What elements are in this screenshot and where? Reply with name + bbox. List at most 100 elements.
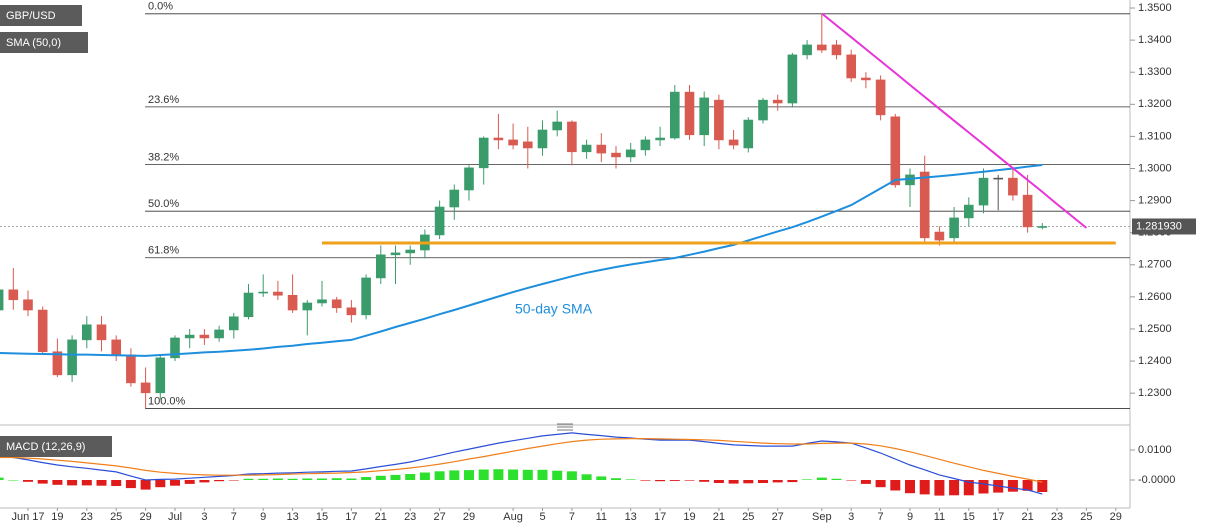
- trend-line: [821, 12, 1088, 229]
- macd-title: MACD (12,26,9): [6, 441, 85, 453]
- histogram-bar: [214, 480, 225, 482]
- x-tick-label: 19: [683, 511, 695, 523]
- histogram-bar: [243, 478, 254, 480]
- candle-body: [816, 44, 827, 51]
- x-tick-label: 17: [992, 511, 1004, 523]
- histogram-bar: [772, 480, 783, 483]
- histogram-bar: [640, 480, 651, 481]
- legend-entry: SMA (50,0): [6, 37, 61, 49]
- candle-body: [596, 144, 607, 154]
- histogram-bar: [272, 478, 283, 480]
- histogram-bar: [8, 480, 19, 481]
- candle-body: [963, 204, 974, 219]
- y-tick-label: 1.3300: [1138, 66, 1172, 78]
- last-price-tag: 1.281930: [1132, 218, 1196, 235]
- macd-line: [0, 432, 1043, 495]
- histogram-bar: [258, 478, 269, 480]
- histogram-bar: [846, 480, 857, 481]
- fib-label: 50.0%: [148, 198, 179, 210]
- candle-body: [478, 137, 489, 169]
- x-tick-label: 17: [654, 511, 666, 523]
- x-tick-label: 21: [1021, 511, 1033, 523]
- candle-body: [522, 141, 533, 149]
- candle-body: [875, 79, 886, 116]
- histogram-bar: [655, 480, 666, 482]
- candle-body: [229, 316, 239, 331]
- candle-body: [243, 292, 254, 318]
- histogram-bar: [464, 470, 474, 480]
- histogram-bar: [1022, 480, 1033, 491]
- histogram-bar: [434, 471, 445, 480]
- candle-body: [199, 334, 210, 339]
- x-tick-label: 23: [404, 511, 416, 523]
- histogram-bar: [449, 470, 460, 480]
- candle-body: [273, 291, 283, 296]
- histogram-bar: [199, 480, 210, 483]
- histogram-bar: [537, 469, 548, 480]
- legend-title: GBP/USD: [6, 10, 56, 22]
- x-tick-label: 3: [201, 511, 207, 523]
- histogram-bar: [96, 480, 107, 486]
- x-tick-label: Jul: [168, 511, 182, 523]
- candle-body: [302, 302, 313, 311]
- x-tick-label: 13: [625, 511, 637, 523]
- histogram-bar: [184, 480, 195, 484]
- legend-box: [0, 436, 112, 457]
- candle-body: [728, 139, 739, 146]
- histogram-bar: [566, 471, 577, 480]
- candle-body: [993, 177, 1004, 180]
- histogram-bar: [728, 480, 739, 484]
- histogram-bar: [905, 480, 915, 494]
- candle-body: [699, 97, 710, 136]
- candle-body: [743, 119, 754, 149]
- candle-body: [258, 291, 269, 294]
- histogram-bar: [361, 477, 372, 480]
- candle-body: [140, 382, 151, 394]
- candle-body: [331, 299, 342, 309]
- y-tick-label: 0.0100: [1138, 444, 1172, 456]
- x-tick-label: 17: [345, 511, 357, 523]
- candle-body: [655, 137, 665, 141]
- x-tick-label: 27: [433, 511, 445, 523]
- candle-body: [214, 329, 224, 339]
- x-tick-label: 11: [934, 511, 945, 523]
- histogram-bar: [552, 470, 563, 480]
- histogram-bar: [140, 480, 151, 490]
- x-tick-label: 29: [463, 511, 475, 523]
- histogram-bar: [23, 480, 33, 482]
- histogram-bar: [52, 480, 63, 485]
- candle-body: [1022, 194, 1033, 228]
- candle-body: [890, 116, 901, 186]
- histogram-bar: [699, 480, 710, 482]
- x-tick-label: 11: [596, 511, 607, 523]
- histogram-bar: [67, 480, 78, 486]
- candle-body: [949, 217, 959, 239]
- candle-body: [464, 167, 474, 191]
- histogram-bar: [684, 480, 695, 481]
- fib-label: 100.0%: [148, 395, 186, 407]
- candle-body: [919, 171, 930, 239]
- histogram-bar: [478, 469, 489, 480]
- candle-body: [155, 357, 166, 394]
- histogram-bar: [949, 480, 960, 496]
- candle-body: [581, 144, 592, 153]
- candle-body: [846, 54, 857, 79]
- candle-body: [537, 129, 548, 149]
- candle-body: [317, 299, 327, 304]
- x-tick-label: 9: [907, 511, 913, 523]
- histogram-bar: [508, 469, 519, 480]
- candle-body: [375, 254, 386, 279]
- splitter-icon: [557, 423, 573, 431]
- candle-body: [625, 149, 636, 158]
- candle-body: [0, 289, 4, 311]
- candle-body: [640, 139, 651, 151]
- x-tick-label: 9: [260, 511, 266, 523]
- candle-body: [831, 44, 842, 56]
- last-price-label: 1.281930: [1136, 220, 1182, 232]
- histogram-bar: [669, 480, 680, 481]
- candle-body: [772, 99, 783, 104]
- candle-body: [449, 189, 460, 208]
- histogram-bar: [111, 480, 122, 486]
- histogram-bar: [802, 479, 813, 480]
- candle-body: [96, 324, 107, 341]
